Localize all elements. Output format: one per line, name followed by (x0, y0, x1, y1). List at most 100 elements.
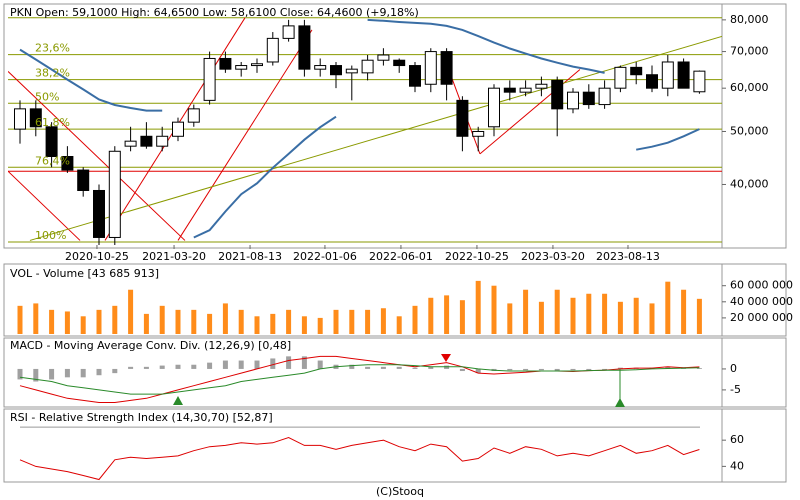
candle-body (251, 63, 263, 67)
candle-body (124, 140, 137, 147)
candle-body (61, 156, 74, 171)
volume-bar (617, 301, 623, 334)
macd-line (19, 364, 700, 395)
volume-bar (444, 295, 450, 334)
volume-bar (128, 289, 134, 334)
histogram-bar (128, 366, 134, 369)
volume-bar (175, 309, 181, 334)
histogram-bar (602, 368, 608, 371)
candle-body (345, 68, 358, 74)
histogram-bar (112, 368, 118, 374)
volume-panel (3, 263, 787, 337)
volume-bar (570, 297, 576, 334)
candle-body (693, 70, 706, 93)
candle-body (140, 135, 153, 147)
volume-bar (207, 313, 213, 334)
histogram-bar (159, 365, 165, 369)
histogram-bar (365, 366, 371, 369)
histogram-bar (175, 364, 181, 369)
histogram-bar (428, 366, 434, 369)
histogram-bar (507, 368, 513, 371)
volume-bar (317, 317, 323, 334)
histogram-bar (523, 368, 529, 371)
candle-body (266, 37, 279, 63)
candle-body (472, 130, 485, 137)
volume-bar (365, 309, 371, 334)
candle-body (314, 65, 327, 70)
volume-bar (396, 316, 402, 334)
y-tick-label: 60 (730, 433, 744, 446)
histogram-bar (380, 366, 386, 369)
x-tick-label: 2021-08-13 (218, 250, 282, 263)
volume-bar (349, 309, 355, 334)
histogram-bar (254, 360, 260, 369)
histogram-bar (475, 368, 481, 374)
histogram-bar (554, 368, 560, 372)
y-tick-label: 50,000 (730, 124, 769, 137)
histogram-bar (286, 356, 292, 369)
fibonacci-label: 50% (35, 90, 59, 103)
candle-body (93, 189, 105, 238)
histogram-bar (49, 368, 55, 380)
price-panel (3, 3, 787, 249)
macd-panel (3, 337, 787, 408)
volume-bar (633, 297, 639, 334)
candle-body (235, 65, 248, 70)
volume-bar (538, 301, 544, 334)
panel-title: RSI - Relative Strength Index (14,30,70)… (10, 411, 273, 424)
candle-body (677, 61, 690, 89)
candle-body (535, 83, 548, 89)
volume-bar (649, 303, 655, 334)
histogram-bar (459, 368, 465, 372)
candle-body (519, 87, 532, 93)
histogram-bar (64, 368, 70, 378)
volume-bar (554, 289, 560, 334)
plot-area (17, 280, 702, 334)
panel-title: VOL - Volume [43 685 913] (10, 267, 159, 280)
volume-bar (96, 309, 102, 334)
volume-bar (64, 311, 70, 334)
candle-body (614, 66, 627, 89)
candle-body (551, 79, 564, 110)
volume-bar (459, 300, 465, 334)
histogram-bar (317, 360, 323, 369)
candle-body (282, 25, 295, 39)
volume-bar (696, 298, 702, 334)
histogram-bar (538, 368, 544, 371)
histogram-bar (222, 360, 228, 369)
y-tick-label: 80,000 (730, 13, 769, 26)
volume-bar (586, 293, 592, 334)
x-tick-label: 2023-08-13 (596, 250, 660, 263)
candle-body (582, 91, 595, 106)
volume-bar (491, 285, 497, 334)
volume-bar (254, 316, 260, 334)
candle-body (156, 135, 169, 147)
candle-body (172, 121, 184, 137)
volume-bar (602, 293, 608, 334)
y-tick-label: 40 000 000 (730, 295, 793, 308)
histogram-bar (586, 368, 592, 371)
histogram-bar (143, 366, 149, 369)
candle-body (29, 108, 42, 128)
histogram-bar (617, 367, 623, 369)
candle-body (598, 87, 611, 106)
volume-bar (49, 309, 55, 334)
histogram-bar (17, 368, 23, 380)
candle-body (567, 91, 579, 110)
candle-body (298, 25, 311, 70)
volume-bar (523, 289, 529, 334)
fibonacci-label: 61,8% (35, 116, 70, 129)
x-tick-label: 2022-01-06 (293, 250, 357, 263)
volume-bar (143, 313, 149, 334)
volume-bar (33, 303, 39, 334)
y-tick-label: 70,000 (730, 45, 769, 58)
volume-bar (286, 309, 292, 334)
candle-body (440, 51, 453, 85)
volume-bar (665, 281, 671, 334)
candle-body (409, 65, 421, 87)
candle-body (77, 169, 90, 191)
fibonacci-label: 76,4% (35, 154, 70, 167)
y-tick-label: -5 (730, 383, 741, 396)
buy-signal (173, 396, 183, 405)
